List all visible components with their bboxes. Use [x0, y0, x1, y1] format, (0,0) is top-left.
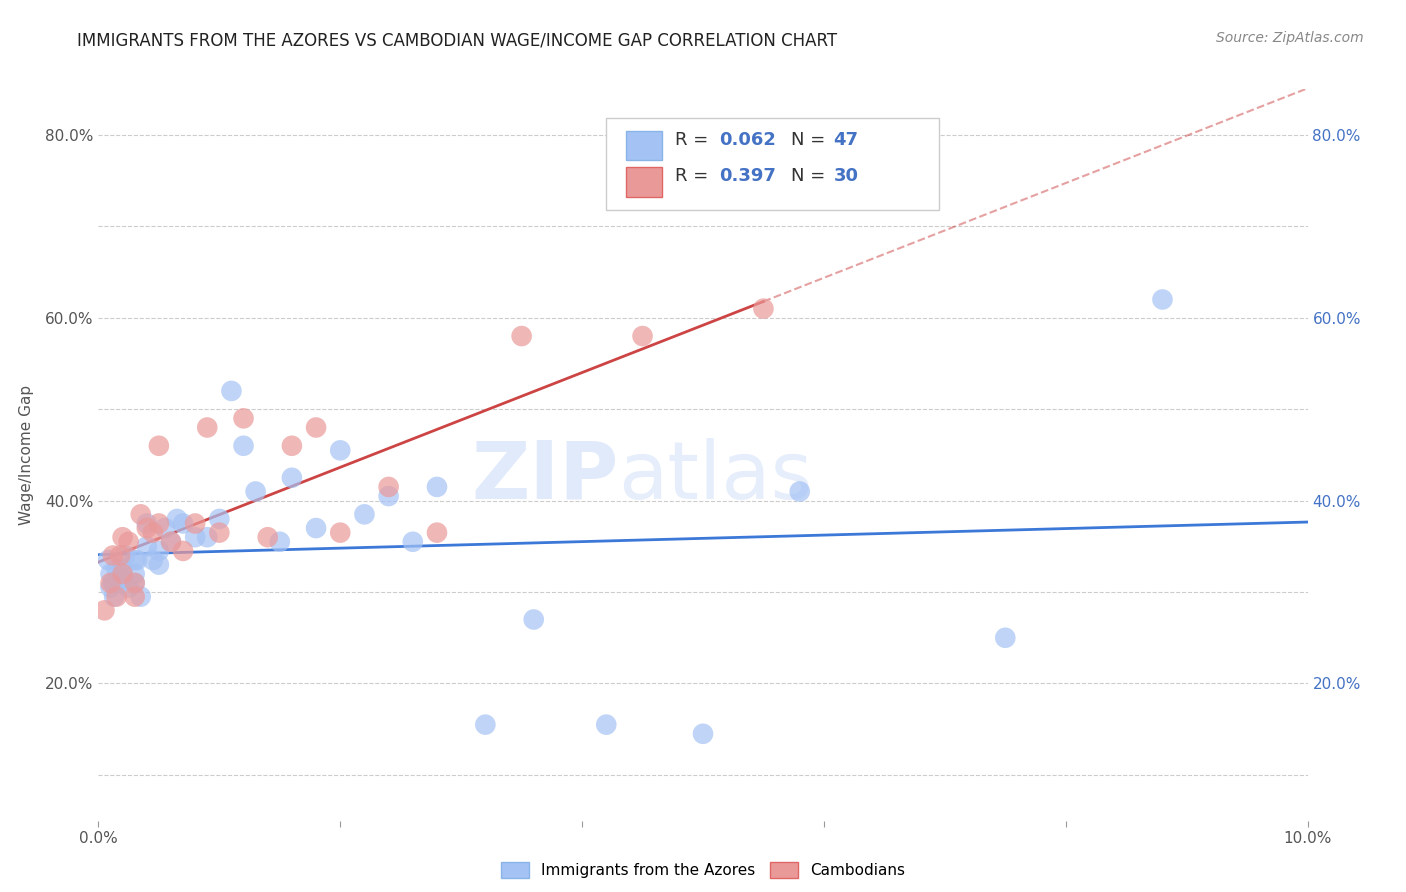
Point — [329, 443, 352, 458]
Point — [221, 384, 243, 398]
Text: ZIP: ZIP — [471, 438, 619, 516]
Point — [195, 530, 218, 544]
Text: Source: ZipAtlas.com: Source: ZipAtlas.com — [1216, 31, 1364, 45]
Point — [100, 581, 122, 595]
Point — [426, 525, 449, 540]
FancyBboxPatch shape — [626, 168, 662, 197]
Text: atlas: atlas — [619, 438, 813, 516]
Point — [402, 534, 425, 549]
Point — [111, 566, 134, 581]
Point — [148, 558, 170, 572]
Point — [108, 576, 131, 591]
Point — [166, 512, 188, 526]
Text: 30: 30 — [834, 167, 859, 186]
Point — [208, 525, 231, 540]
Text: 0.062: 0.062 — [718, 130, 776, 149]
Point — [124, 566, 146, 581]
Point — [692, 727, 714, 741]
Point — [105, 562, 128, 576]
Point — [135, 521, 157, 535]
Point — [523, 612, 546, 626]
Point — [93, 603, 115, 617]
Point — [148, 544, 170, 558]
Point — [129, 590, 152, 604]
Point — [232, 439, 254, 453]
FancyBboxPatch shape — [626, 131, 662, 161]
Point — [114, 549, 136, 563]
Point — [135, 516, 157, 531]
Point — [100, 576, 122, 591]
Point — [105, 590, 128, 604]
Point — [111, 530, 134, 544]
Text: N =: N = — [792, 167, 831, 186]
Point — [245, 484, 267, 499]
Point — [184, 516, 207, 531]
Point — [148, 439, 170, 453]
Point — [153, 521, 176, 535]
Point — [305, 420, 328, 434]
Point — [172, 516, 194, 531]
Point — [305, 521, 328, 535]
Point — [127, 553, 149, 567]
Point — [195, 420, 218, 434]
Point — [108, 571, 131, 585]
Point — [256, 530, 278, 544]
Point — [100, 566, 122, 581]
Point — [426, 480, 449, 494]
Point — [172, 544, 194, 558]
Text: 0.397: 0.397 — [718, 167, 776, 186]
Point — [101, 549, 124, 563]
Point — [510, 329, 533, 343]
Point — [111, 562, 134, 576]
Point — [789, 484, 811, 499]
Point — [281, 439, 304, 453]
FancyBboxPatch shape — [606, 119, 939, 210]
Text: IMMIGRANTS FROM THE AZORES VS CAMBODIAN WAGE/INCOME GAP CORRELATION CHART: IMMIGRANTS FROM THE AZORES VS CAMBODIAN … — [77, 31, 838, 49]
Point — [184, 530, 207, 544]
Point — [281, 471, 304, 485]
Text: R =: R = — [675, 130, 714, 149]
Point — [752, 301, 775, 316]
Point — [124, 553, 146, 567]
Point — [135, 539, 157, 553]
Point — [111, 571, 134, 585]
Point — [101, 576, 124, 591]
Y-axis label: Wage/Income Gap: Wage/Income Gap — [18, 384, 34, 525]
Point — [631, 329, 654, 343]
Point — [994, 631, 1017, 645]
Point — [124, 590, 146, 604]
Point — [377, 489, 399, 503]
Point — [377, 480, 399, 494]
Point — [329, 525, 352, 540]
Point — [124, 576, 146, 591]
Point — [103, 590, 125, 604]
Point — [118, 581, 141, 595]
Point — [124, 576, 146, 591]
Point — [97, 553, 120, 567]
Point — [160, 534, 183, 549]
Point — [142, 553, 165, 567]
Point — [108, 549, 131, 563]
Text: N =: N = — [792, 130, 831, 149]
Legend: Immigrants from the Azores, Cambodians: Immigrants from the Azores, Cambodians — [495, 856, 911, 884]
Point — [142, 525, 165, 540]
Point — [232, 411, 254, 425]
Point — [595, 717, 617, 731]
Point — [1152, 293, 1174, 307]
Text: R =: R = — [675, 167, 714, 186]
Point — [208, 512, 231, 526]
Point — [160, 534, 183, 549]
Point — [269, 534, 291, 549]
Point — [353, 508, 375, 522]
Point — [148, 516, 170, 531]
Point — [474, 717, 496, 731]
Text: 47: 47 — [834, 130, 859, 149]
Point — [129, 508, 152, 522]
Point — [118, 534, 141, 549]
